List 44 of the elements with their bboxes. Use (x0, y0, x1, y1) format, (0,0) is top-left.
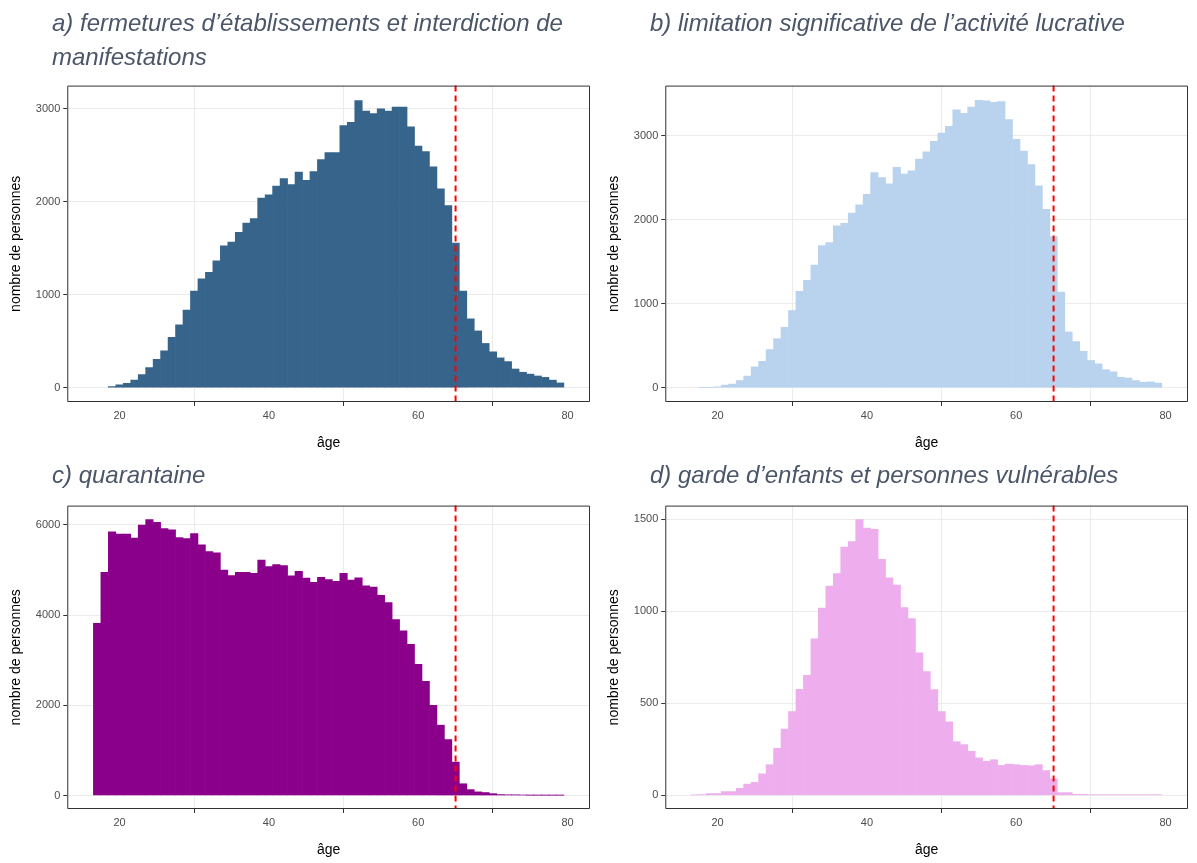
x-tick-label: 60 (412, 408, 425, 421)
y-tick-label: 0 (54, 380, 61, 393)
y-tick-label: 1000 (633, 296, 659, 309)
x-tick-label: 60 (412, 815, 425, 828)
chart-title: c) quarantaine (51, 460, 207, 490)
y-tick-label: 1500 (633, 512, 659, 525)
y-axis-title: nombre de personnes (605, 175, 622, 312)
y-axis-title: nombre de personnes (7, 175, 24, 312)
y-tick-label: 4000 (35, 608, 61, 621)
y-tick-label: 0 (652, 380, 659, 393)
x-tick-label: 60 (1010, 815, 1023, 828)
x-axis-title: âge (914, 434, 939, 451)
y-tick-label: 3000 (35, 101, 61, 114)
y-axis-title: nombre de personnes (7, 589, 24, 726)
y-tick-label: 1000 (633, 604, 659, 617)
x-tick-label: 80 (1159, 815, 1172, 828)
y-tick-label: 1000 (35, 287, 61, 300)
x-tick-label: 20 (113, 815, 126, 828)
y-tick-label: 6000 (35, 518, 61, 531)
x-tick-label: 40 (262, 815, 276, 828)
x-tick-label: 20 (711, 815, 724, 828)
x-tick-label: 40 (262, 408, 276, 421)
y-tick-label: 2000 (35, 698, 61, 711)
x-tick-label: 40 (860, 815, 874, 828)
chart-title: d) garde d’enfants et personnes vulnérables (649, 460, 1120, 490)
x-axis-title: âge (316, 434, 341, 451)
x-axis-title: âge (316, 841, 341, 858)
x-tick-label: 20 (711, 408, 724, 421)
y-tick-label: 0 (54, 788, 61, 801)
y-axis-title: nombre de personnes (605, 589, 622, 726)
x-tick-label: 20 (113, 408, 126, 421)
x-tick-label: 40 (860, 408, 874, 421)
y-tick-label: 2000 (633, 212, 659, 225)
y-tick-label: 3000 (633, 128, 659, 141)
y-tick-label: 2000 (35, 194, 61, 207)
y-tick-label: 500 (639, 696, 659, 709)
y-tick-label: 0 (652, 788, 659, 801)
x-tick-label: 80 (561, 408, 574, 421)
x-tick-label: 60 (1010, 408, 1023, 421)
x-axis-title: âge (914, 841, 939, 858)
chart-title: a) fermetures d’établissements et interdiction de manifestations (51, 8, 564, 72)
x-tick-label: 80 (561, 815, 574, 828)
x-tick-label: 80 (1159, 408, 1172, 421)
chart-title: b) limitation significative de l’activité lucrative (649, 8, 1126, 38)
